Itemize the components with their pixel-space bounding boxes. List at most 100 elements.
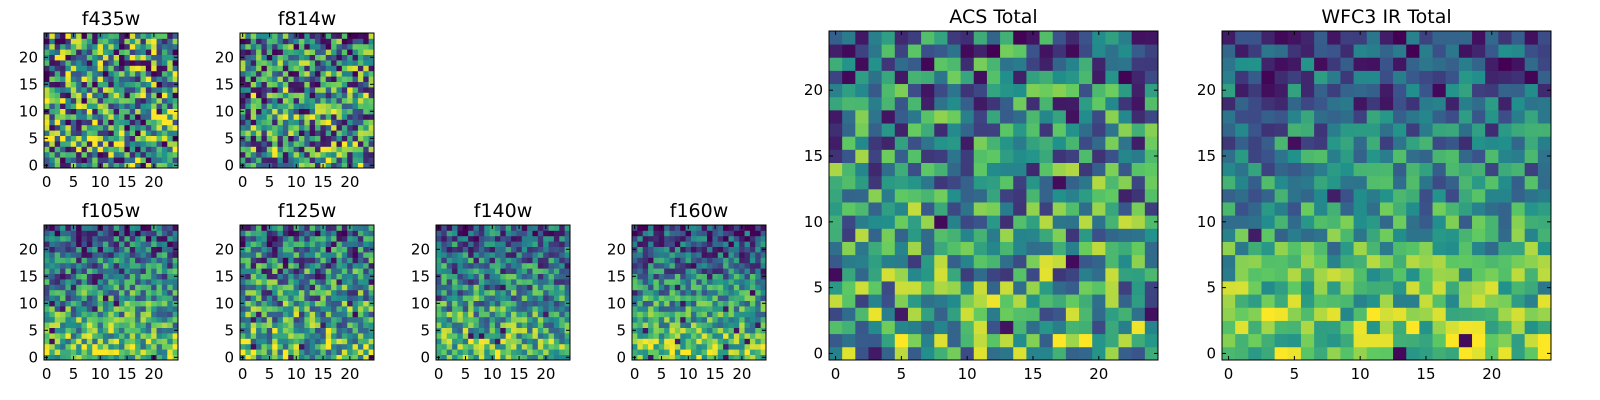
heatmap-cell — [331, 70, 337, 77]
heatmap-cell — [325, 327, 332, 334]
heatmap-cell — [145, 343, 152, 350]
heatmap-cell — [1248, 346, 1262, 361]
heatmap-cell — [1485, 228, 1499, 242]
heatmap-cell — [256, 87, 262, 93]
heatmap-cell — [881, 254, 896, 269]
heatmap-cell — [119, 60, 125, 66]
heatmap-cell — [347, 76, 353, 82]
heatmap-cell — [894, 149, 909, 163]
heatmap-cell — [934, 31, 948, 45]
heatmap-cell — [642, 257, 649, 264]
heatmap-cell — [642, 230, 649, 237]
heatmap-cell — [352, 141, 359, 147]
heatmap-cell — [744, 295, 751, 301]
heatmap-cell — [559, 257, 566, 264]
heatmap-cell — [934, 202, 948, 216]
heatmap-cell — [1472, 175, 1486, 190]
heatmap-cell — [500, 343, 507, 350]
heatmap-cell — [81, 262, 88, 269]
heatmap-cell — [653, 333, 660, 339]
heatmap-cell — [325, 33, 332, 39]
heatmap-cell — [97, 333, 104, 339]
heatmap-cell — [277, 60, 284, 66]
heatmap-cell — [315, 306, 321, 312]
heatmap-cell — [537, 289, 544, 296]
heatmap-cell — [54, 241, 61, 247]
heatmap-cell — [1248, 320, 1262, 335]
heatmap-cell — [256, 225, 262, 231]
heatmap-cell — [548, 327, 555, 334]
heatmap-cell — [320, 135, 327, 142]
heatmap-cell — [1393, 149, 1407, 163]
heatmap-cell — [1039, 241, 1054, 256]
heatmap-cell — [76, 257, 82, 264]
heatmap-cell — [696, 246, 703, 253]
heatmap-cell — [261, 289, 268, 296]
heatmap-cell — [119, 252, 125, 258]
heatmap-cell — [76, 316, 82, 323]
heatmap-cell — [140, 38, 147, 45]
heatmap-cell — [304, 124, 311, 131]
heatmap-cell — [298, 103, 305, 109]
heatmap-cell — [151, 311, 157, 318]
heatmap-cell — [102, 284, 109, 291]
heatmap-cell — [1472, 320, 1486, 335]
heatmap-cell — [293, 279, 300, 285]
heatmap-cell — [60, 279, 66, 285]
heatmap-cell — [637, 257, 644, 264]
heatmap-cell — [881, 188, 896, 203]
heatmap-cell — [829, 149, 843, 163]
heatmap-cell — [261, 343, 268, 350]
heatmap-cell — [277, 70, 284, 77]
heatmap-cell — [947, 175, 961, 190]
heatmap-cell — [315, 273, 321, 280]
heatmap-cell — [468, 230, 474, 237]
heatmap-cell — [511, 268, 517, 274]
heatmap-cell — [559, 311, 566, 318]
heatmap-cell — [60, 306, 66, 312]
heatmap-cell — [315, 60, 321, 66]
heatmap-cell — [674, 295, 681, 301]
heatmap-cell — [76, 70, 82, 77]
heatmap-cell — [1511, 228, 1526, 242]
heatmap-cell — [1406, 267, 1420, 282]
heatmap-cell — [1013, 267, 1027, 282]
heatmap-cell — [642, 246, 649, 253]
heatmap-cell — [320, 284, 327, 291]
heatmap-cell — [135, 343, 141, 350]
heatmap-cell — [637, 311, 644, 318]
heatmap-cell — [484, 268, 490, 274]
heatmap-cell — [363, 54, 370, 61]
heatmap-cell — [272, 151, 278, 158]
heatmap-cell — [49, 33, 56, 39]
heatmap-cell — [331, 338, 337, 345]
heatmap-cell — [250, 38, 257, 45]
heatmap-cell — [760, 316, 767, 323]
heatmap-cell — [744, 235, 751, 242]
heatmap-cell — [363, 295, 370, 301]
heatmap-cell — [1432, 149, 1447, 163]
heatmap-cell — [65, 257, 72, 264]
heatmap-cell — [97, 70, 104, 77]
heatmap-cell — [632, 289, 638, 296]
heatmap-cell — [543, 311, 549, 318]
heatmap-cell — [357, 54, 364, 61]
heatmap-cell — [119, 257, 125, 264]
heatmap-cell — [44, 124, 50, 131]
heatmap-cell — [1039, 123, 1054, 137]
heatmap-cell — [320, 103, 327, 109]
heatmap-cell — [749, 268, 756, 274]
heatmap-cell — [446, 235, 453, 242]
heatmap-cell — [86, 151, 93, 158]
heatmap-cell — [532, 241, 539, 247]
heatmap-cell — [298, 114, 305, 120]
heatmap-cell — [1026, 188, 1040, 203]
heatmap-cell — [97, 289, 104, 296]
heatmap-cell — [728, 246, 735, 253]
heatmap-cell — [632, 279, 638, 285]
heatmap-cell — [1079, 241, 1093, 256]
heatmap-cell — [559, 300, 566, 307]
heatmap-cell — [309, 257, 316, 264]
heatmap-cell — [266, 87, 273, 93]
heatmap-cell — [1118, 241, 1133, 256]
